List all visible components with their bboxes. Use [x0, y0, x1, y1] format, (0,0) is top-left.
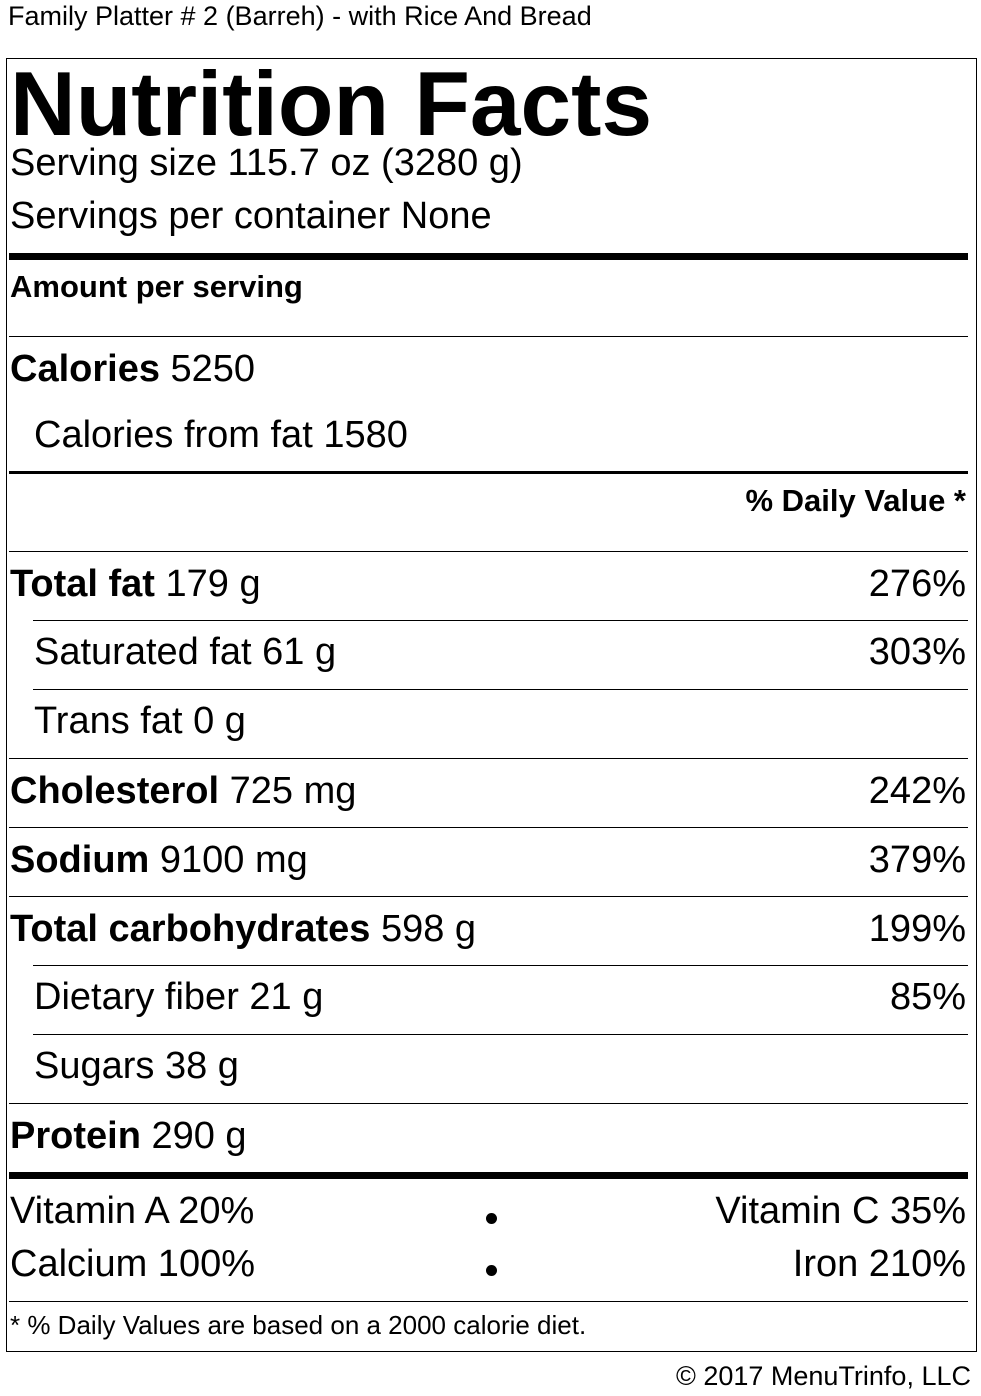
footnote: * % Daily Values are based on a 2000 cal…: [10, 1310, 587, 1340]
bullet-separator: [486, 1265, 497, 1276]
total-carbohydrates-label: Total carbohydrates: [10, 908, 371, 950]
medium-divider: [9, 471, 968, 474]
cholesterol-dv: 242%: [868, 770, 966, 812]
saturated-fat-amount: 61 g: [262, 631, 337, 673]
protein-amount: 290 g: [151, 1115, 247, 1157]
total-carbohydrates-amount: 598 g: [380, 908, 477, 950]
sugars-amount: 38 g: [164, 1045, 239, 1087]
divider: [33, 965, 968, 966]
cholesterol-amount: 725 mg: [229, 770, 357, 812]
total-fat-amount: 179 g: [165, 563, 261, 605]
vitamin-c: Vitamin C 35%: [715, 1190, 966, 1232]
total-fat-dv: 276%: [868, 563, 966, 605]
total-fat-row: Total fat 179 g: [10, 562, 261, 606]
calcium: Calcium 100%: [10, 1243, 255, 1285]
vitamin-a: Vitamin A 20%: [10, 1190, 255, 1232]
divider: [9, 551, 968, 552]
divider: [33, 689, 968, 690]
sodium-amount: 9100 mg: [159, 839, 308, 881]
saturated-fat-row: Saturated fat 61 g: [34, 630, 336, 674]
dietary-fiber-label: Dietary fiber: [34, 976, 239, 1018]
calories-from-fat-label: Calories from fat: [34, 414, 313, 456]
divider: [33, 620, 968, 621]
bullet-separator: [486, 1213, 497, 1224]
total-carbohydrates-dv: 199%: [868, 908, 966, 950]
amount-per-serving: Amount per serving: [10, 269, 303, 304]
servings-per-container: Servings per container None: [10, 195, 492, 237]
thick-divider: [9, 253, 968, 260]
protein-label: Protein: [10, 1115, 141, 1157]
calories-from-fat-row: Calories from fat 1580: [34, 413, 408, 457]
trans-fat-row: Trans fat 0 g: [34, 699, 246, 743]
label-heading: Nutrition Facts: [10, 54, 653, 155]
divider: [9, 1301, 968, 1302]
total-carbohydrates-row: Total carbohydrates 598 g: [10, 907, 476, 951]
divider: [9, 758, 968, 759]
sugars-row: Sugars 38 g: [34, 1044, 239, 1088]
sodium-label: Sodium: [10, 839, 150, 881]
dietary-fiber-dv: 85%: [889, 976, 966, 1018]
divider: [9, 896, 968, 897]
nutrition-facts-label: Nutrition Facts Serving size 115.7 oz (3…: [6, 54, 977, 1352]
product-title: Family Platter # 2 (Barreh) - with Rice …: [8, 1, 592, 31]
total-fat-label: Total fat: [10, 563, 155, 605]
calories-value: 5250: [170, 348, 256, 390]
copyright: © 2017 MenuTrinfo, LLC: [675, 1361, 971, 1391]
sodium-row: Sodium 9100 mg: [10, 838, 308, 882]
iron: Iron 210%: [792, 1243, 966, 1285]
sodium-dv: 379%: [868, 839, 966, 881]
daily-value-header: % Daily Value *: [745, 483, 966, 518]
trans-fat-label: Trans fat: [34, 700, 183, 742]
calories-from-fat-value: 1580: [323, 414, 408, 456]
dietary-fiber-row: Dietary fiber 21 g: [34, 975, 323, 1019]
dietary-fiber-amount: 21 g: [249, 976, 324, 1018]
protein-row: Protein 290 g: [10, 1114, 247, 1158]
divider: [9, 827, 968, 828]
divider: [9, 1103, 968, 1104]
sugars-label: Sugars: [34, 1045, 155, 1087]
calories-row: Calories 5250: [10, 347, 255, 391]
cholesterol-row: Cholesterol 725 mg: [10, 769, 356, 813]
trans-fat-amount: 0 g: [193, 700, 246, 742]
serving-size: Serving size 115.7 oz (3280 g): [10, 142, 523, 184]
cholesterol-label: Cholesterol: [10, 770, 220, 812]
divider: [33, 1034, 968, 1035]
divider: [9, 336, 968, 337]
thick-divider: [9, 1172, 968, 1179]
calories-label: Calories: [10, 348, 160, 390]
saturated-fat-dv: 303%: [868, 631, 966, 673]
saturated-fat-label: Saturated fat: [34, 631, 252, 673]
